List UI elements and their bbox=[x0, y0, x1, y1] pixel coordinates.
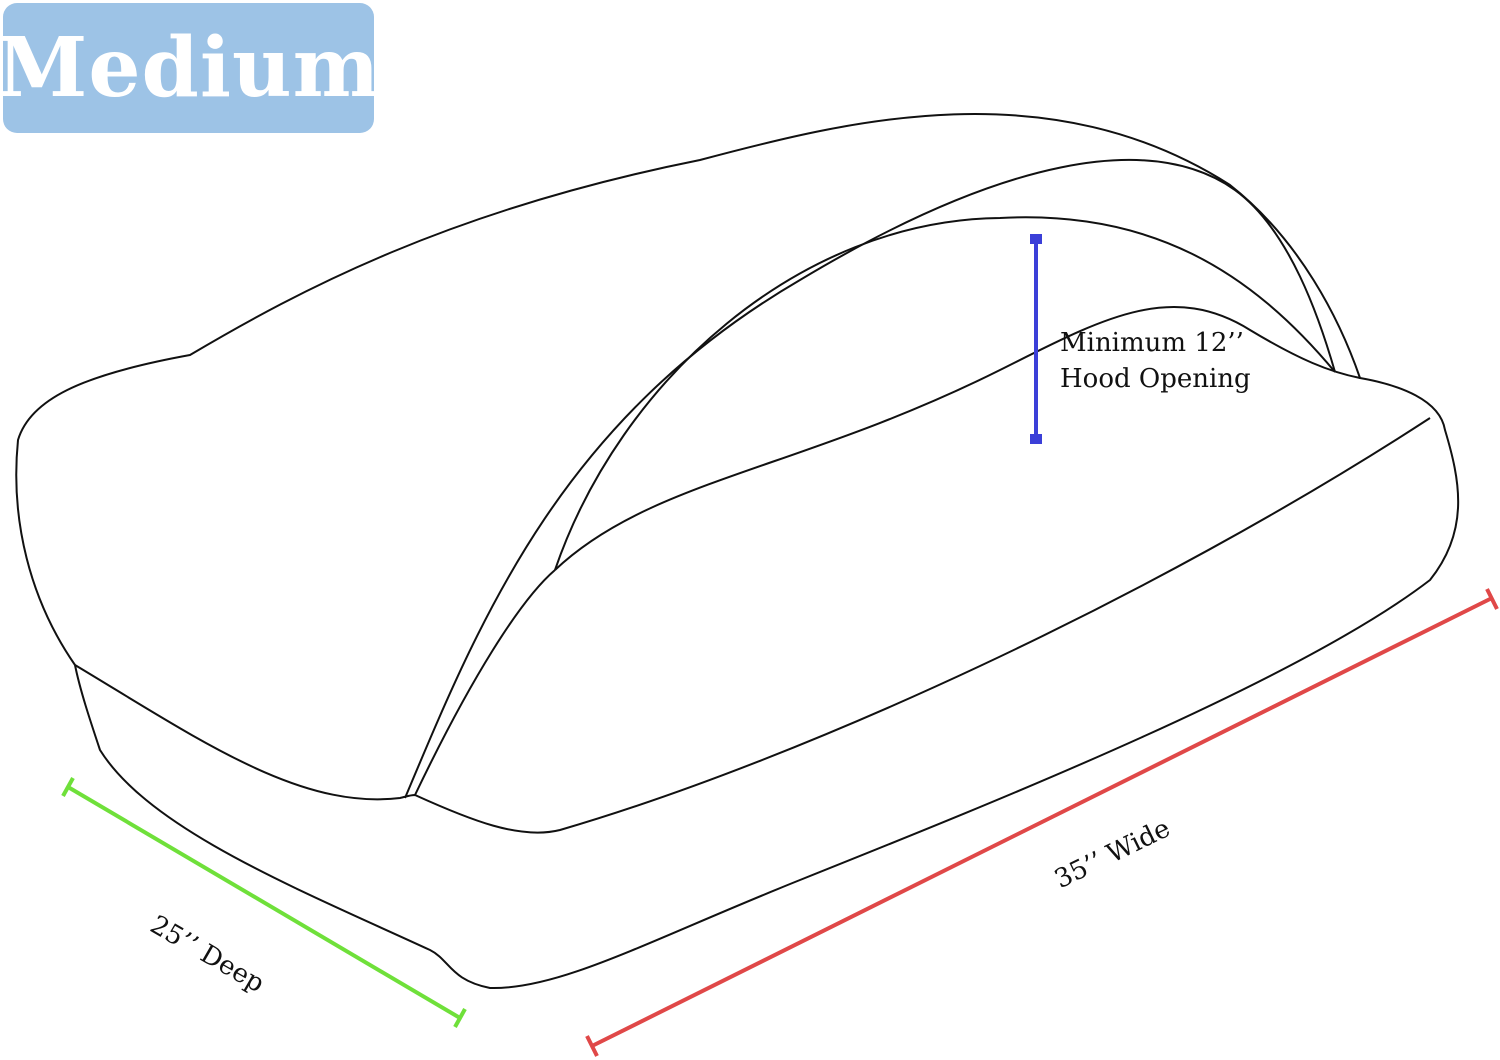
hood-inner-arch bbox=[554, 216, 1336, 571]
size-badge: Medium bbox=[0, 3, 379, 133]
hood-dimension-line bbox=[1030, 234, 1042, 444]
hood-outer-arch bbox=[404, 159, 1336, 799]
deep-dimension-line bbox=[61, 777, 467, 1028]
bed-outer-outline bbox=[15, 113, 1460, 990]
hood-label-line1: Minimum 12’’ bbox=[1060, 328, 1244, 358]
size-label: Medium bbox=[0, 20, 381, 116]
hood-opening-bottom bbox=[554, 306, 1361, 571]
wide-dimension-line bbox=[585, 588, 1499, 1057]
hood-label-line2: Hood Opening bbox=[1060, 364, 1251, 394]
hood-side bbox=[414, 569, 556, 796]
front-seam bbox=[74, 417, 1431, 834]
